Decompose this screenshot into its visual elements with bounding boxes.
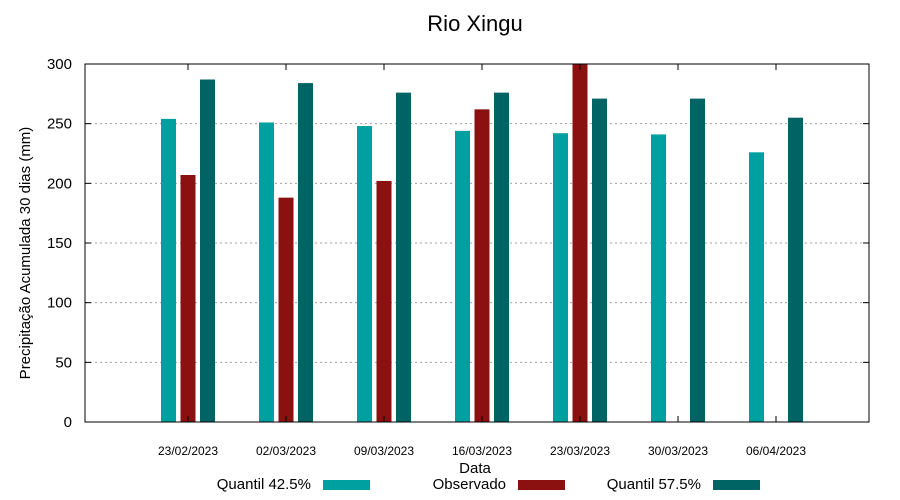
- bar-observado-3: [474, 109, 490, 422]
- legend-swatch: [713, 480, 760, 490]
- legend: Quantil 42.5% Observado Quantil 57.5%: [217, 476, 760, 493]
- bar-quantil-57-5-6: [788, 117, 803, 422]
- y-tick-label: 200: [47, 175, 72, 192]
- y-tick-label: 250: [47, 116, 72, 133]
- bar-quantil-42-5-2: [357, 126, 372, 422]
- legend-swatch: [518, 480, 565, 490]
- y-tick-label: 0: [64, 414, 72, 431]
- x-tick-label: 09/03/2023: [354, 444, 414, 458]
- bar-observado-2: [376, 180, 392, 422]
- bar-quantil-42-5-6: [749, 152, 764, 422]
- x-tick-label: 23/03/2023: [550, 444, 610, 458]
- bar-quantil-42-5-4: [553, 133, 568, 423]
- y-tick-label: 300: [47, 56, 72, 73]
- bar-quantil-42-5-0: [161, 118, 176, 422]
- y-axis-ticks: 0 50 100 150 200 250 300: [47, 56, 869, 431]
- x-tick-label: 23/02/2023: [158, 444, 218, 458]
- bar-quantil-42-5-3: [455, 130, 470, 422]
- bar-quantil-57-5-4: [592, 98, 607, 423]
- legend-label: Quantil 57.5%: [607, 476, 701, 493]
- x-tick-label: 06/04/2023: [746, 444, 806, 458]
- bar-quantil-57-5-3: [494, 92, 509, 422]
- x-tick-label: 30/03/2023: [648, 444, 708, 458]
- bar-quantil-42-5-1: [259, 122, 274, 423]
- legend-label: Quantil 42.5%: [217, 476, 311, 493]
- bar-quantil-57-5-2: [396, 92, 411, 422]
- y-axis-label: Precipitação Acumulada 30 dias (mm): [17, 127, 34, 380]
- legend-swatch: [323, 480, 370, 490]
- y-tick-label: 100: [47, 295, 72, 312]
- bar-observado-1: [278, 197, 294, 422]
- y-tick-label: 50: [55, 354, 72, 371]
- bar-quantil-57-5-0: [200, 79, 215, 422]
- y-tick-label: 150: [47, 235, 72, 252]
- chart-title: Rio Xingu: [427, 11, 522, 36]
- bar-observado-0: [180, 174, 196, 422]
- x-tick-label: 02/03/2023: [256, 444, 316, 458]
- bar-quantil-57-5-5: [690, 98, 705, 423]
- x-axis-label: Data: [459, 460, 491, 477]
- x-axis-ticks: 23/02/2023 02/03/2023 09/03/2023 16/03/2023…: [158, 64, 806, 458]
- bar-observado-4: [572, 64, 588, 422]
- bar-quantil-57-5-1: [298, 83, 313, 423]
- x-tick-label: 16/03/2023: [452, 444, 512, 458]
- bar-quantil-42-5-5: [651, 134, 666, 422]
- bars: [161, 64, 803, 423]
- legend-label: Observado: [433, 476, 506, 493]
